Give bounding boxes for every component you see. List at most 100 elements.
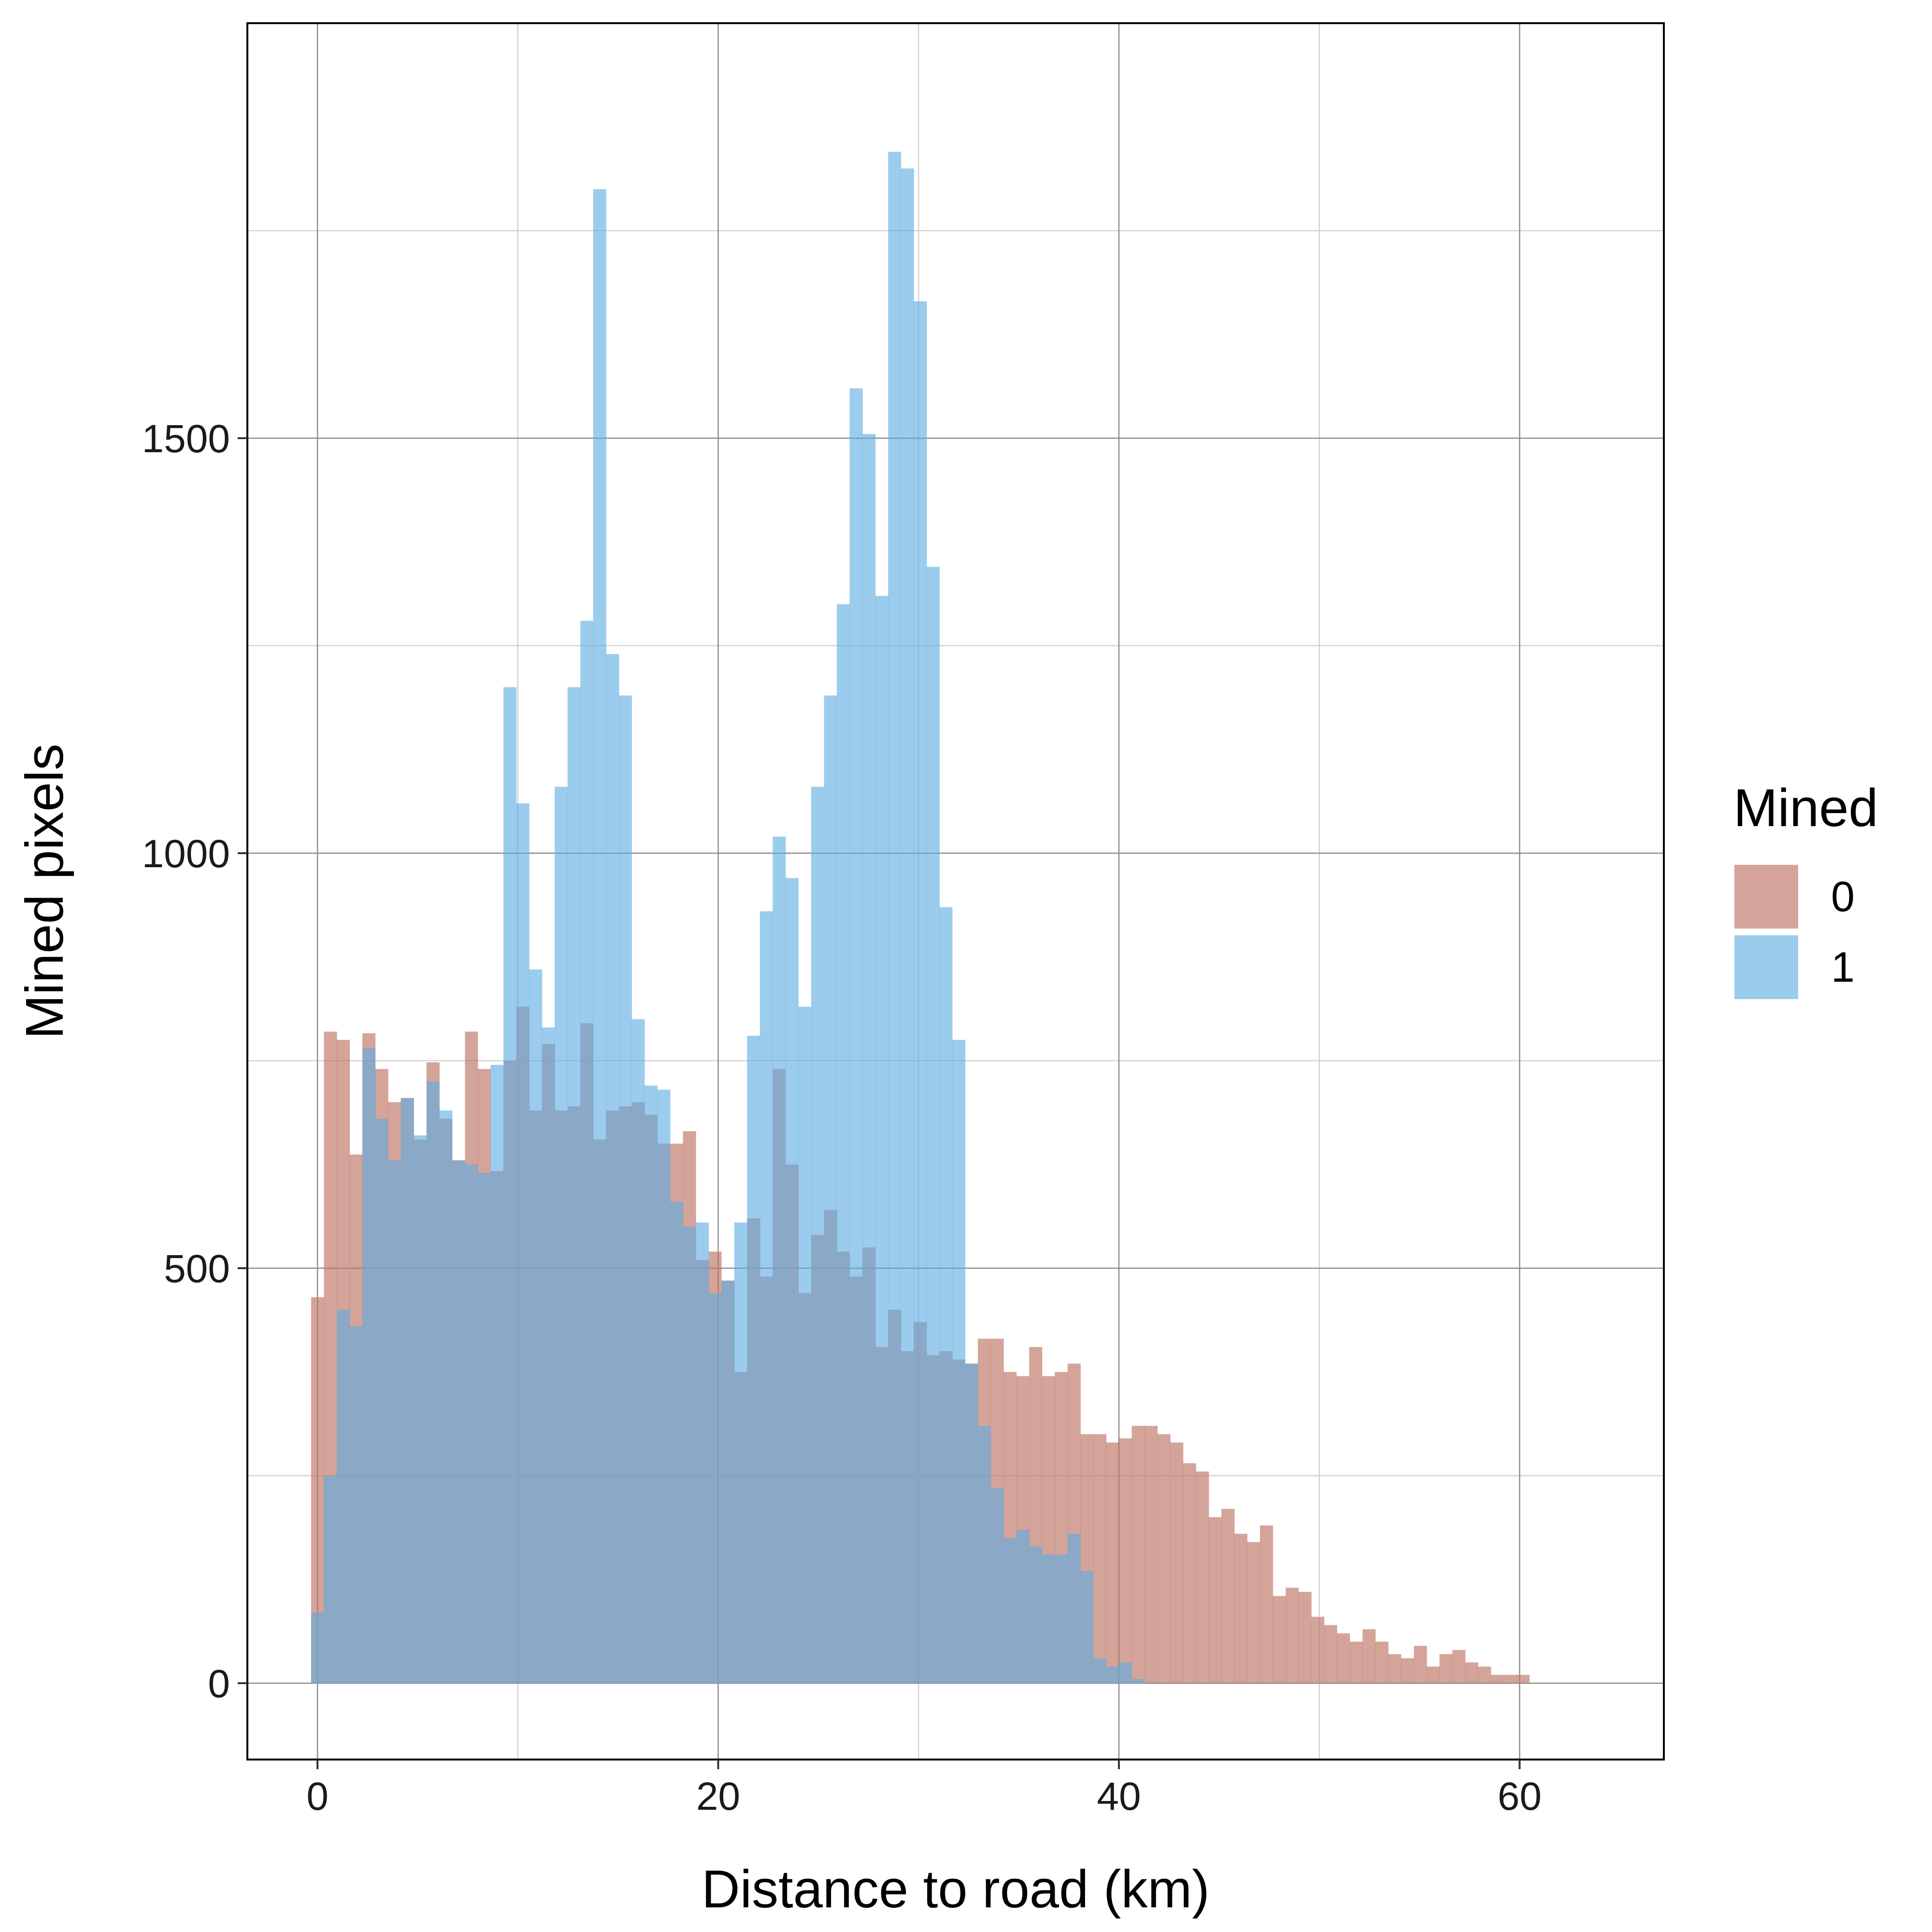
legend-label-0: 0 — [1831, 873, 1855, 920]
y-axis-title: Mined pixels — [15, 744, 74, 1039]
plot-panel-border — [246, 22, 1665, 1760]
histogram-bar — [1273, 1596, 1286, 1683]
histogram-bar — [567, 687, 581, 1683]
histogram-bar — [696, 1222, 709, 1683]
histogram-bar — [414, 1135, 427, 1683]
histogram-bars — [311, 152, 1530, 1683]
histogram-bar — [1183, 1463, 1196, 1683]
histogram-bar — [555, 787, 568, 1683]
histogram-bar — [516, 803, 530, 1683]
histogram-bar — [580, 620, 594, 1683]
histogram-bar — [773, 836, 786, 1683]
histogram-bar — [747, 1035, 760, 1683]
histogram-bar — [849, 388, 863, 1683]
histogram-bar — [324, 1475, 337, 1683]
legend-label-1: 1 — [1831, 943, 1855, 991]
x-axis-title: Distance to road (km) — [701, 1860, 1209, 1919]
histogram-bar — [1414, 1646, 1427, 1683]
histogram-bar — [1118, 1438, 1132, 1683]
histogram-bar — [1196, 1471, 1209, 1683]
y-tick-label: 1000 — [142, 832, 230, 876]
histogram-bar — [1349, 1642, 1363, 1683]
histogram-bar — [1324, 1625, 1337, 1683]
histogram-bar — [631, 1019, 645, 1683]
histogram-bar — [657, 1089, 671, 1683]
histogram-bar — [759, 911, 773, 1683]
histogram-bar — [1131, 1679, 1145, 1683]
x-tick-label: 20 — [696, 1775, 740, 1818]
histogram-bar — [670, 1202, 684, 1683]
histogram-bar — [1145, 1426, 1158, 1683]
histogram-bar — [1042, 1554, 1055, 1683]
histogram-bar — [1362, 1629, 1376, 1683]
histogram-bar — [1478, 1666, 1491, 1683]
histogram-bar — [914, 301, 927, 1683]
y-tick-label: 500 — [164, 1247, 230, 1291]
histogram-bar — [426, 1081, 440, 1683]
histogram-bar — [952, 1040, 966, 1683]
histogram-bar — [939, 907, 953, 1683]
histogram-bar — [1388, 1654, 1402, 1683]
y-tick-label: 0 — [208, 1662, 230, 1706]
series-1-bars — [311, 152, 1145, 1683]
histogram-bar — [888, 152, 902, 1683]
histogram-bar — [683, 1227, 696, 1683]
legend: Mined 0 1 — [1733, 778, 1878, 999]
histogram-bar — [901, 168, 914, 1683]
histogram-bar — [926, 567, 940, 1683]
x-tick-label: 60 — [1498, 1775, 1542, 1818]
histogram-bar — [439, 1110, 453, 1683]
histogram-bar — [1106, 1666, 1119, 1683]
y-tick-label: 1500 — [142, 417, 230, 461]
histogram-bar — [542, 1027, 555, 1683]
legend-key-1 — [1734, 935, 1798, 999]
histogram-bar — [644, 1086, 658, 1683]
histogram-bar — [811, 787, 825, 1683]
histogram-bar — [388, 1160, 401, 1683]
histogram-bar — [1093, 1434, 1107, 1683]
histogram-bar — [1016, 1530, 1030, 1683]
histogram-bar — [798, 1006, 812, 1683]
histogram-bar — [1426, 1666, 1440, 1683]
x-tick-label: 40 — [1097, 1775, 1141, 1818]
histogram-bar — [1208, 1517, 1222, 1683]
histogram-bar — [1093, 1658, 1107, 1683]
legend-title: Mined — [1733, 778, 1878, 838]
histogram-bar — [1452, 1650, 1466, 1683]
histogram-bar — [1503, 1674, 1517, 1683]
histogram-bar — [708, 1293, 722, 1683]
histogram-bar — [1055, 1554, 1068, 1683]
histogram-bar — [1286, 1588, 1299, 1683]
histogram-bar — [1003, 1538, 1017, 1683]
histogram-bar — [837, 604, 850, 1683]
histogram-bar — [1337, 1633, 1350, 1683]
histogram-bar — [490, 1065, 504, 1683]
histogram-bar — [401, 1098, 414, 1683]
histogram-bar — [965, 1363, 978, 1683]
histogram-bar — [1118, 1662, 1132, 1683]
histogram-bar — [1259, 1525, 1274, 1683]
histogram-bar — [875, 596, 888, 1683]
histogram-bar — [593, 189, 606, 1683]
histogram-bar — [349, 1326, 363, 1683]
histogram-bar — [375, 1118, 388, 1683]
histogram-bar — [1375, 1642, 1388, 1683]
histogram-bar — [465, 1164, 478, 1683]
histogram-bar — [978, 1426, 991, 1683]
histogram-bar — [734, 1222, 747, 1683]
histogram-bar — [1439, 1654, 1453, 1683]
histogram-bar — [362, 1048, 376, 1683]
histogram-bar — [1067, 1533, 1081, 1683]
histogram-bar — [1311, 1617, 1325, 1683]
histogram-bar — [785, 878, 799, 1683]
histogram-bar — [1401, 1658, 1415, 1683]
histogram-bar — [529, 969, 543, 1683]
histogram-bar — [1298, 1591, 1312, 1683]
histogram-bar — [452, 1160, 465, 1683]
histogram-bar — [618, 695, 632, 1683]
histogram-bar — [1170, 1442, 1184, 1683]
histogram-bar — [1106, 1442, 1119, 1683]
histogram-bar — [1490, 1674, 1504, 1683]
histogram-bar — [1234, 1533, 1248, 1683]
